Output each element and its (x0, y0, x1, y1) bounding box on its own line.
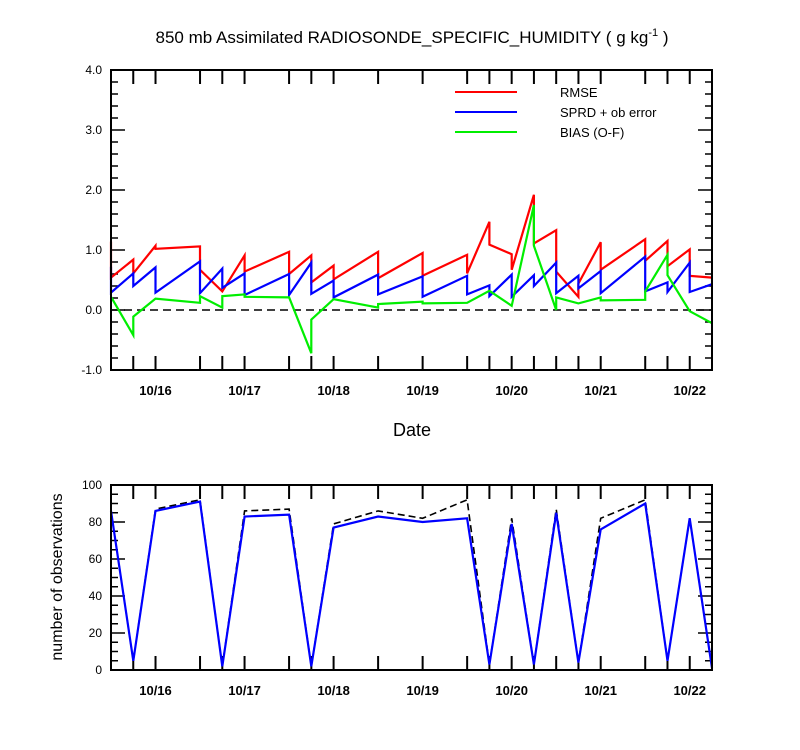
y-tick-label: 80 (89, 515, 103, 529)
chart-title: 850 mb Assimilated RADIOSONDE_SPECIFIC_H… (156, 27, 669, 47)
series-line-used (109, 500, 714, 669)
series-line-bias-o-f- (110, 204, 713, 354)
plot-frame (110, 484, 713, 671)
x-tick-label: 10/19 (406, 383, 439, 398)
y-tick-label: 20 (89, 626, 103, 640)
y-tick-label: 1.0 (85, 243, 102, 257)
x-tick-label: 10/21 (584, 383, 617, 398)
bottom-plot: 0 20 40 60 80 100 10/16 10/17 10/18 10/19 10/20 10/… (82, 478, 714, 698)
y-tick-label: 40 (89, 589, 103, 603)
x-tick-label: 10/17 (228, 383, 261, 398)
plot-frame (110, 69, 713, 371)
y-tick-label: 3.0 (85, 123, 102, 137)
y-axis-label-bottom: number of observations (49, 493, 66, 660)
x-tick-label: 10/16 (139, 383, 172, 398)
x-tick-label: 10/18 (317, 383, 350, 398)
x-tick-label: 10/21 (584, 683, 617, 698)
y-tick-label: 4.0 (85, 63, 102, 77)
x-tick-label: 10/16 (139, 683, 172, 698)
x-tick-label: 10/22 (673, 383, 706, 398)
legend-label: SPRD + ob error (560, 105, 657, 120)
x-axis-label: Date (393, 420, 431, 440)
series-line-possible (110, 498, 713, 669)
x-tick-label: 10/17 (228, 683, 261, 698)
y-tick-label: -1.0 (81, 363, 102, 377)
x-tick-label: 10/18 (317, 683, 350, 698)
x-tick-label: 10/19 (406, 683, 439, 698)
legend-label: BIAS (O-F) (560, 125, 624, 140)
y-tick-label: 0.0 (85, 303, 102, 317)
legend-label: RMSE (560, 85, 598, 100)
series-line-sprd-ob-error (109, 254, 713, 300)
legend: RMSE SPRD + ob error BIAS (O-F) (455, 85, 657, 140)
y-tick-label: 60 (89, 552, 103, 566)
x-tick-label: 10/20 (495, 383, 528, 398)
y-tick-label: 2.0 (85, 183, 102, 197)
x-tick-label: 10/22 (673, 683, 706, 698)
y-tick-label: 0 (95, 663, 102, 677)
y-tick-label: 100 (82, 478, 102, 492)
x-tick-label: 10/20 (495, 683, 528, 698)
top-plot: -1.0 0.0 1.0 2.0 3.0 4.0 10/16 10/17 10/18 10/19 1… (81, 63, 713, 398)
